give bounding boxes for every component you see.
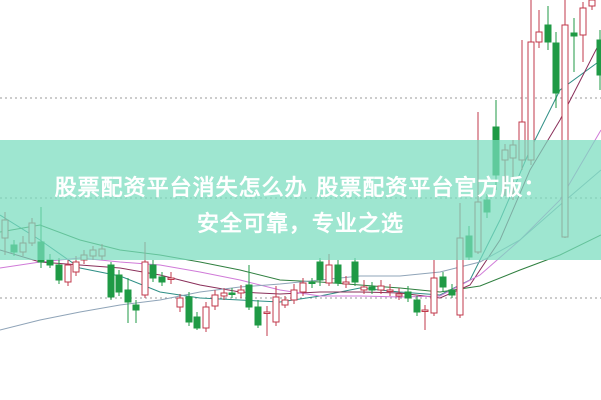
candle-body-up — [386, 289, 394, 292]
candle-body-down — [316, 261, 324, 281]
candle-body-up — [272, 296, 280, 323]
candle-body-up — [220, 292, 228, 297]
candle-body-down — [185, 296, 193, 323]
candle-body-up — [202, 306, 210, 329]
candle-body-up — [579, 7, 587, 36]
candle-body-down — [413, 299, 421, 313]
candle-body-down — [552, 42, 560, 94]
candle-body-down — [596, 39, 601, 76]
candle-body-up — [176, 297, 184, 308]
candle-body-down — [245, 284, 253, 308]
candle-body-up — [325, 264, 333, 284]
candle-body-up — [281, 299, 289, 306]
candle-body-down — [149, 264, 157, 279]
candle-body-up — [299, 282, 307, 293]
candle-body-down — [308, 281, 316, 284]
candle-body-up — [167, 277, 175, 280]
candle-body-up — [430, 277, 438, 314]
candle-body-down — [46, 259, 54, 266]
candle-body-down — [404, 291, 412, 299]
candle-body-up — [360, 286, 368, 291]
candle-body-up — [421, 309, 429, 312]
candle-body-up — [535, 31, 543, 43]
candle-body-up — [263, 311, 271, 314]
candle-body-down — [124, 289, 132, 303]
title-line-1: 股票配资平台消失怎么办 股票配资平台官方版： — [54, 176, 547, 201]
candle-body-down — [439, 276, 447, 288]
candle-body-down — [228, 292, 236, 295]
candle-body-up — [377, 285, 385, 291]
candle-body-down — [368, 286, 376, 291]
candle-body-down — [448, 289, 456, 296]
candle-body-down — [193, 316, 201, 329]
title-banner: 股票配资平台消失怎么办 股票配资平台官方版： 安全可靠，专业之选 — [0, 140, 601, 260]
candle-body-up — [211, 294, 219, 307]
candle-body-up — [290, 289, 298, 301]
candle-body-down — [544, 24, 552, 43]
candle-body-up — [141, 261, 149, 296]
title-line-2: 安全可靠，专业之选 — [196, 212, 404, 237]
candle-body-up — [64, 264, 72, 283]
candle-body-up — [72, 261, 80, 273]
candle-body-up — [237, 289, 245, 294]
candle-body-down — [132, 304, 140, 311]
candle-body-down — [334, 264, 342, 284]
candle-body-down — [115, 274, 123, 293]
candle-body-down — [107, 264, 115, 298]
candle-body-up — [395, 293, 403, 297]
candle-body-down — [158, 276, 166, 283]
candle-body-down — [570, 32, 578, 37]
candle-body-down — [55, 264, 63, 281]
candle-body-up — [342, 281, 350, 285]
candle-body-down — [351, 261, 359, 283]
candle-body-down — [254, 306, 262, 326]
candle-body-up — [588, 0, 596, 7]
